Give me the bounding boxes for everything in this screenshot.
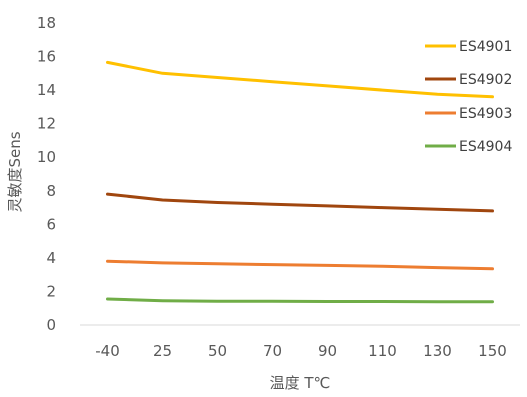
series-line-es4904 bbox=[106, 297, 494, 304]
legend-label: ES4902 bbox=[459, 72, 512, 88]
series-line-es4901 bbox=[106, 60, 494, 99]
y-tick-label: 2 bbox=[46, 282, 56, 300]
y-tick-label: 8 bbox=[46, 182, 56, 200]
series-lines bbox=[106, 60, 494, 304]
x-tick-label: 50 bbox=[208, 342, 227, 360]
x-tick-label: 25 bbox=[153, 342, 172, 360]
series-line-es4902 bbox=[106, 192, 494, 213]
y-tick-label: 12 bbox=[37, 115, 56, 133]
y-tick-label: 6 bbox=[46, 215, 56, 233]
x-tick-label: 70 bbox=[263, 342, 282, 360]
y-tick-label: 16 bbox=[37, 48, 56, 66]
legend: ES4901 ES4902 ES4903 ES4904 bbox=[425, 39, 512, 155]
y-axis-ticks: 0 2 4 6 8 10 12 14 16 18 bbox=[37, 14, 56, 334]
y-tick-label: 4 bbox=[46, 249, 56, 267]
y-tick-label: 0 bbox=[46, 316, 56, 334]
x-axis-title: 温度 T℃ bbox=[270, 374, 331, 392]
x-axis-ticks: -40 25 50 70 90 110 130 150 bbox=[95, 342, 507, 360]
series-line-es4903 bbox=[106, 259, 494, 271]
x-tick-label: 150 bbox=[478, 342, 507, 360]
y-tick-label: 10 bbox=[37, 148, 56, 166]
legend-label: ES4904 bbox=[459, 139, 512, 155]
x-tick-label: -40 bbox=[95, 342, 120, 360]
y-tick-label: 18 bbox=[37, 14, 56, 32]
x-tick-label: 130 bbox=[423, 342, 452, 360]
x-tick-label: 90 bbox=[318, 342, 337, 360]
legend-label: ES4901 bbox=[459, 39, 512, 55]
y-axis-title: 灵敏度Sens bbox=[6, 131, 24, 212]
x-tick-label: 110 bbox=[368, 342, 397, 360]
legend-label: ES4903 bbox=[459, 106, 512, 122]
y-tick-label: 14 bbox=[37, 81, 56, 99]
